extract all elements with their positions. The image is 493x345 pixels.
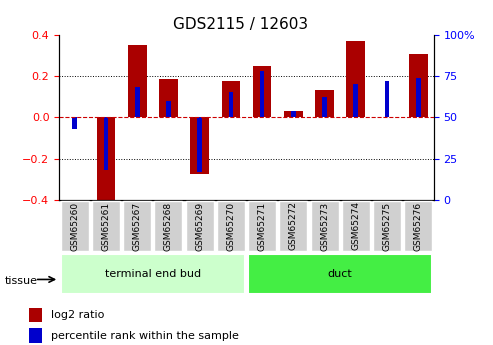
FancyBboxPatch shape <box>61 254 245 294</box>
Text: GSM65274: GSM65274 <box>352 201 360 250</box>
Bar <box>128 45 146 117</box>
Text: GSM65271: GSM65271 <box>258 201 267 250</box>
Text: terminal end bud: terminal end bud <box>105 269 201 279</box>
FancyBboxPatch shape <box>61 201 89 251</box>
FancyBboxPatch shape <box>217 201 245 251</box>
Text: GSM65261: GSM65261 <box>102 201 110 250</box>
Bar <box>353 84 358 117</box>
Bar <box>291 111 296 117</box>
Text: GSM65276: GSM65276 <box>414 201 423 250</box>
Bar <box>29 328 42 343</box>
Bar <box>416 78 421 117</box>
Text: GDS2115 / 12603: GDS2115 / 12603 <box>173 17 308 32</box>
Text: GSM65260: GSM65260 <box>70 201 79 250</box>
Text: GSM65273: GSM65273 <box>320 201 329 250</box>
FancyBboxPatch shape <box>92 201 120 251</box>
FancyBboxPatch shape <box>404 201 432 251</box>
Bar <box>97 117 115 206</box>
Bar <box>322 97 327 117</box>
Bar <box>409 54 427 117</box>
FancyBboxPatch shape <box>248 254 432 294</box>
Bar <box>166 101 171 117</box>
Bar <box>253 66 272 117</box>
Bar <box>104 117 108 170</box>
FancyBboxPatch shape <box>279 201 308 251</box>
Bar <box>190 117 209 174</box>
Bar <box>260 71 264 117</box>
Bar <box>347 41 365 117</box>
FancyBboxPatch shape <box>185 201 213 251</box>
Bar <box>315 90 334 117</box>
Text: percentile rank within the sample: percentile rank within the sample <box>51 331 239 341</box>
Text: duct: duct <box>328 269 352 279</box>
FancyBboxPatch shape <box>154 201 182 251</box>
FancyBboxPatch shape <box>123 201 151 251</box>
Bar <box>135 88 140 117</box>
FancyBboxPatch shape <box>373 201 401 251</box>
Bar <box>229 92 233 117</box>
Text: GSM65269: GSM65269 <box>195 201 204 250</box>
FancyBboxPatch shape <box>342 201 370 251</box>
Text: GSM65272: GSM65272 <box>289 201 298 250</box>
Bar <box>221 81 240 117</box>
Text: tissue: tissue <box>5 276 38 286</box>
Text: GSM65270: GSM65270 <box>226 201 235 250</box>
FancyBboxPatch shape <box>248 201 276 251</box>
Bar <box>284 111 303 117</box>
FancyBboxPatch shape <box>311 201 339 251</box>
Text: GSM65275: GSM65275 <box>383 201 391 250</box>
Text: GSM65267: GSM65267 <box>133 201 141 250</box>
Bar <box>385 81 389 117</box>
Bar <box>197 117 202 172</box>
Bar <box>72 117 77 129</box>
Bar <box>29 308 42 322</box>
Text: GSM65268: GSM65268 <box>164 201 173 250</box>
Bar <box>159 79 178 117</box>
Text: log2 ratio: log2 ratio <box>51 310 105 320</box>
